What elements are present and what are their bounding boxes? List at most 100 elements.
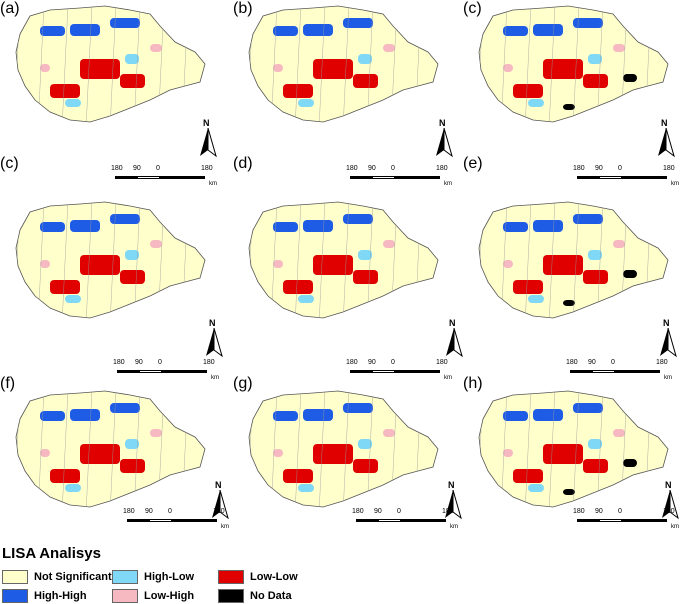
scale-tick: 180 <box>573 508 585 515</box>
cluster-low-high <box>40 449 50 457</box>
legend-swatch <box>112 570 138 584</box>
cluster-low-low <box>50 469 80 483</box>
scale-segment <box>356 519 378 522</box>
cluster-high-high <box>503 411 528 421</box>
north-arrow-icon: N <box>198 118 218 158</box>
paraná-lisa-map <box>15 201 206 319</box>
cluster-high-low <box>298 295 314 303</box>
scale-tick: 180 <box>113 359 125 366</box>
cluster-low-low <box>543 444 583 464</box>
scale-bar: 180 90 0 180 km <box>352 508 466 530</box>
municipality-border <box>294 391 302 507</box>
scale-tick: 180 <box>352 508 364 515</box>
paraná-lisa-map <box>248 5 439 123</box>
north-arrow-icon: N <box>656 118 676 158</box>
scale-tick: 90 <box>595 165 603 172</box>
scale-tick: 180 <box>346 165 358 172</box>
scale-tick: 180 <box>346 359 358 366</box>
scale-tick: 90 <box>368 359 376 366</box>
legend-item-not-significant: Not Significant <box>2 569 112 585</box>
north-arrow-icon: N <box>434 118 454 158</box>
municipality-border <box>294 202 302 318</box>
map-panel-c2: (c) <box>0 155 220 335</box>
scale-tick: 0 <box>158 359 162 366</box>
cluster-high-high <box>533 24 563 36</box>
cluster-low-high <box>613 429 625 437</box>
scale-tick: 180 <box>201 165 213 172</box>
scale-unit: km <box>671 181 679 187</box>
cluster-no-data <box>623 270 637 278</box>
north-letter: N <box>663 318 670 328</box>
map-panel-g: (g) <box>233 375 453 555</box>
municipality-border <box>572 391 580 507</box>
scale-tick: 0 <box>391 165 395 172</box>
cluster-high-high <box>40 222 65 232</box>
cluster-high-low <box>125 439 139 449</box>
cluster-high-high <box>303 220 333 232</box>
municipality-border <box>548 202 556 318</box>
cluster-high-high <box>573 214 603 224</box>
scale-segment <box>395 176 440 179</box>
cluster-low-low <box>513 469 543 483</box>
scale-segment <box>577 519 599 522</box>
municipality-border <box>109 202 117 318</box>
cluster-low-high <box>150 429 162 437</box>
cluster-high-low <box>588 54 602 64</box>
scale-unit: km <box>444 181 452 187</box>
panel-label: (e) <box>463 155 483 172</box>
scale-unit: km <box>209 181 217 187</box>
paraná-lisa-map <box>248 201 439 319</box>
cluster-high-low <box>528 295 544 303</box>
municipality-border <box>548 391 556 507</box>
scale-segment <box>127 519 149 522</box>
cluster-high-low <box>125 54 139 64</box>
cluster-low-high <box>273 449 283 457</box>
paraná-lisa-map <box>15 390 206 508</box>
cluster-high-high <box>70 409 100 421</box>
scale-segment <box>622 176 667 179</box>
cluster-no-data <box>563 489 575 495</box>
municipality-border <box>85 6 93 122</box>
cluster-no-data <box>623 74 637 82</box>
scale-unit: km <box>671 524 679 530</box>
scale-segment <box>615 370 660 373</box>
scale-tick: 180 <box>442 508 454 515</box>
municipality-border <box>294 6 302 122</box>
cluster-high-high <box>110 403 140 413</box>
panel-label: (c) <box>0 155 19 172</box>
cluster-low-low <box>80 444 120 464</box>
municipality-border <box>85 202 93 318</box>
scale-unit: km <box>664 375 672 381</box>
municipality-border <box>572 202 580 318</box>
cluster-high-low <box>125 250 139 260</box>
cluster-high-high <box>573 403 603 413</box>
scale-segment <box>401 519 446 522</box>
scale-tick: 180 <box>436 165 448 172</box>
cluster-high-high <box>503 26 528 36</box>
panel-label: (g) <box>233 375 253 392</box>
scale-tick: 180 <box>663 508 675 515</box>
north-letter: N <box>439 118 446 128</box>
cluster-low-high <box>503 64 513 72</box>
cluster-low-low <box>353 74 378 88</box>
cluster-low-high <box>150 44 162 52</box>
cluster-high-low <box>528 99 544 107</box>
map-panel-a: (a) <box>0 0 220 180</box>
municipality-border <box>85 391 93 507</box>
cluster-no-data <box>623 459 637 467</box>
cluster-high-high <box>343 403 373 413</box>
cluster-low-low <box>80 255 120 275</box>
cluster-high-high <box>273 222 298 232</box>
scale-tick: 0 <box>618 165 622 172</box>
cluster-low-low <box>313 255 353 275</box>
legend-item-high-low: High-Low <box>112 569 194 585</box>
cluster-low-low <box>313 444 353 464</box>
municipality-border <box>318 391 326 507</box>
cluster-low-low <box>120 74 145 88</box>
municipality-border <box>572 6 580 122</box>
scale-segment <box>372 370 395 373</box>
cluster-low-low <box>80 59 120 79</box>
paraná-lisa-map <box>478 5 669 123</box>
cluster-high-high <box>533 409 563 421</box>
legend-label: No Data <box>250 590 292 602</box>
